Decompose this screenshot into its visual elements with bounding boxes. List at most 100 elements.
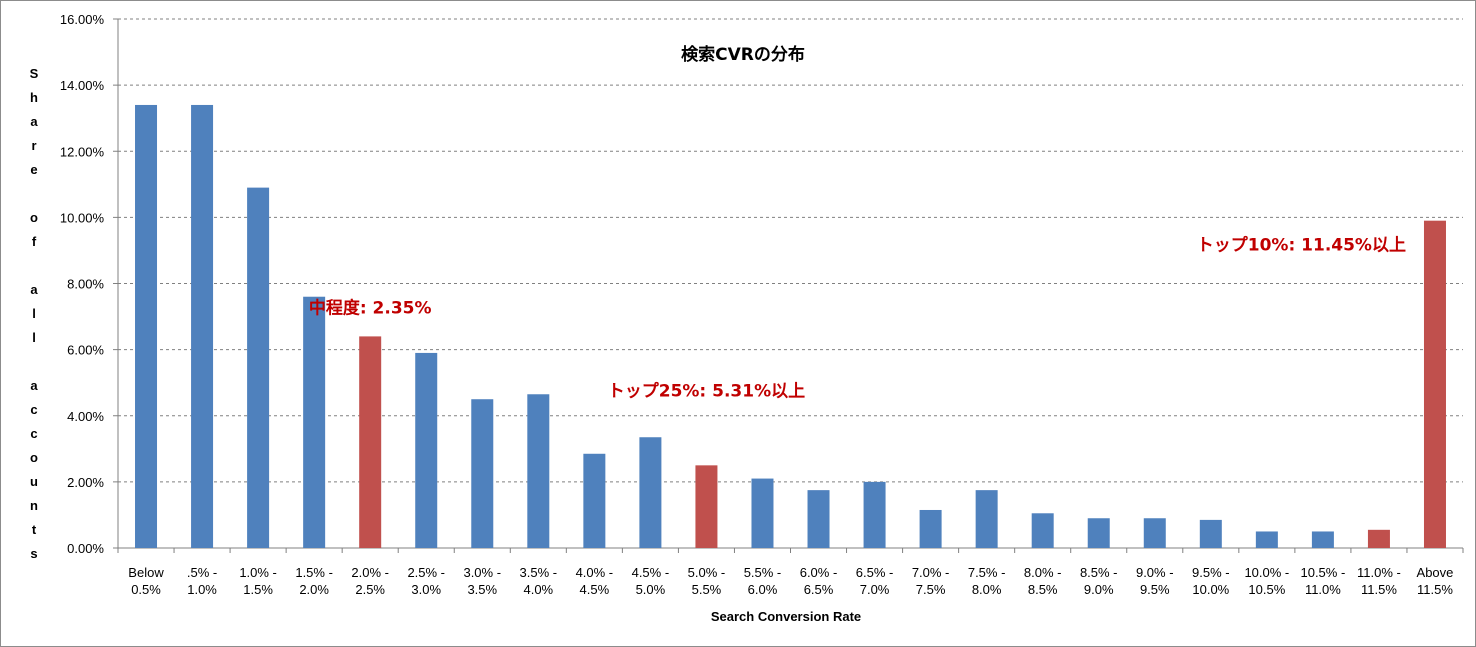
bars xyxy=(135,104,1446,549)
chart-title: 検索CVRの分布 xyxy=(681,44,805,65)
y-axis-label-char: c xyxy=(30,402,37,417)
gridlines xyxy=(118,18,1463,483)
x-tick-label: 7.5% - xyxy=(968,565,1006,580)
bar xyxy=(135,104,158,549)
x-tick-label: 7.5% xyxy=(916,582,946,597)
y-tick-label: 2.00% xyxy=(67,475,104,490)
y-axis-label-char: r xyxy=(31,138,36,153)
bar xyxy=(919,509,942,548)
y-axis-label-char: h xyxy=(30,90,38,105)
y-axis-label-char: f xyxy=(32,234,37,249)
bar xyxy=(191,104,214,549)
y-tick-label: 10.00% xyxy=(60,210,105,225)
x-tick-label: 4.5% - xyxy=(632,565,670,580)
x-tick-label: 11.5% xyxy=(1417,582,1453,597)
bar xyxy=(527,394,550,548)
x-tick-label: 3.5% - xyxy=(520,565,558,580)
x-tick-label: 3.0% - xyxy=(463,565,501,580)
x-tick-label: 8.0% - xyxy=(1024,565,1062,580)
bar xyxy=(751,478,774,548)
bar xyxy=(583,453,606,548)
x-tick-label: 7.0% xyxy=(860,582,890,597)
bar xyxy=(863,481,886,548)
x-tick-label: 11.0% - xyxy=(1357,565,1401,580)
x-tick-label: Above xyxy=(1417,565,1454,580)
x-tick-label: 9.5% - xyxy=(1192,565,1230,580)
y-axis-label-char: n xyxy=(30,498,38,513)
x-tick-label: 1.0% xyxy=(187,582,217,597)
y-tick-label: 8.00% xyxy=(67,277,104,292)
x-tick-label: 6.0% - xyxy=(800,565,838,580)
x-tick-label: 4.0% - xyxy=(576,565,614,580)
bar xyxy=(1031,513,1054,548)
highlight-bar xyxy=(1367,529,1390,548)
x-tick-label: 11.5% xyxy=(1361,582,1397,597)
highlight-bar xyxy=(359,336,382,548)
bar xyxy=(247,187,270,548)
axes xyxy=(113,18,1464,553)
x-tick-label: 1.5% - xyxy=(295,565,333,580)
x-tick-label: 5.0% - xyxy=(688,565,726,580)
y-tick-label: 12.00% xyxy=(60,144,105,159)
y-tick-label: 4.00% xyxy=(67,409,104,424)
x-tick-label: 6.0% xyxy=(748,582,778,597)
bar xyxy=(471,399,494,548)
x-tick-label: 3.5% xyxy=(467,582,497,597)
bar xyxy=(1143,518,1166,548)
x-tick-label: 6.5% - xyxy=(856,565,894,580)
y-axis-label-char: S xyxy=(30,66,39,81)
bar xyxy=(639,437,662,548)
highlight-bar xyxy=(1423,220,1446,548)
highlight-bar xyxy=(695,465,718,548)
annotation-label: トップ25%: 5.31%以上 xyxy=(608,380,805,401)
bar xyxy=(1199,519,1222,548)
x-tick-label: 10.5% - xyxy=(1300,565,1345,580)
x-tick-label: 9.0% - xyxy=(1136,565,1174,580)
x-tick-label: 0.5% xyxy=(131,582,161,597)
x-tick-label: 8.5% xyxy=(1028,582,1058,597)
x-tick-label: 5.5% - xyxy=(744,565,782,580)
y-axis-label-char: a xyxy=(30,378,38,393)
x-tick-label: 1.0% - xyxy=(239,565,277,580)
y-axis-label-char: s xyxy=(30,546,37,561)
x-tick-label: 6.5% xyxy=(804,582,834,597)
bar xyxy=(975,490,998,548)
x-tick-label: 2.0% - xyxy=(351,565,389,580)
y-axis-label-char: a xyxy=(30,114,38,129)
x-tick-label: 10.0% - xyxy=(1244,565,1289,580)
x-tick-label: Below xyxy=(128,565,164,580)
annotation-label: トップ10%: 11.45%以上 xyxy=(1197,235,1406,256)
y-axis-label-char: o xyxy=(30,450,38,465)
bar xyxy=(807,490,830,548)
annotations: 中程度: 2.35% トップ25%: 5.31%以上 トップ10%: 11.45%以… xyxy=(309,235,1406,402)
y-axis-label-char: o xyxy=(30,210,38,225)
bar xyxy=(1255,531,1278,548)
x-tick-label: 2.0% xyxy=(299,582,329,597)
annotation-label: 中程度: 2.35% xyxy=(309,297,432,318)
x-tick-label: 7.0% - xyxy=(912,565,950,580)
x-tick-label: 9.5% xyxy=(1140,582,1170,597)
x-tick-label: 9.0% xyxy=(1084,582,1114,597)
x-tick-label: 8.5% - xyxy=(1080,565,1118,580)
bar xyxy=(303,296,326,548)
y-tick-label: 6.00% xyxy=(67,343,104,358)
bar xyxy=(1087,518,1110,548)
x-tick-label: 3.0% xyxy=(411,582,441,597)
x-tick-label: 11.0% xyxy=(1305,582,1341,597)
y-axis-label-char: e xyxy=(30,162,37,177)
x-tick-label: 2.5% - xyxy=(407,565,445,580)
y-axis-label-char: l xyxy=(32,330,36,345)
x-tick-label: 2.5% xyxy=(355,582,385,597)
y-axis-label-char: u xyxy=(30,474,38,489)
y-axis-label-char: c xyxy=(30,426,37,441)
x-tick-label: 10.0% xyxy=(1192,582,1229,597)
x-tick-label: 8.0% xyxy=(972,582,1002,597)
x-tick-label: 4.0% xyxy=(523,582,553,597)
tick-labels: 0.00% 2.00% 4.00% 6.00% 8.00% 10.00% 12.00% 14.… xyxy=(60,12,1454,597)
x-tick-label: 1.5% xyxy=(243,582,273,597)
x-tick-label: 5.0% xyxy=(636,582,666,597)
y-axis-label-char: l xyxy=(32,306,36,321)
